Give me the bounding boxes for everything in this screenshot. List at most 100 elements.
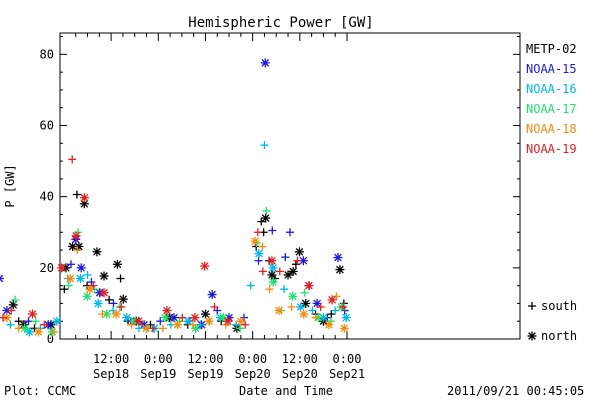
data-point-noaa-17: [160, 313, 170, 323]
legend-entry-noaa-18: NOAA-18: [526, 122, 577, 136]
data-point-noaa-18: [332, 292, 341, 301]
data-point-noaa-18: [50, 327, 59, 336]
data-point-noaa-19: [99, 288, 109, 298]
data-point-noaa-19: [40, 320, 49, 329]
data-point-metp-02: [257, 217, 266, 226]
data-point-metp-02: [72, 190, 81, 199]
data-point-noaa-16: [308, 306, 317, 315]
data-point-noaa-18: [339, 323, 349, 333]
data-point-noaa-19: [339, 302, 348, 311]
data-point-noaa-18: [65, 274, 75, 284]
data-point-noaa-15: [156, 317, 165, 326]
data-point-noaa-18: [287, 302, 296, 311]
x-axis-label: Date and Time: [239, 384, 333, 398]
chart-title: Hemispheric Power [GW]: [188, 15, 373, 31]
data-point-noaa-19: [178, 313, 187, 322]
data-point-metp-02: [271, 274, 280, 283]
data-point-noaa-18: [173, 320, 183, 330]
legend-entry-metp-02: METP-02: [526, 42, 577, 56]
data-point-noaa-19: [304, 281, 314, 291]
data-point-noaa-17: [11, 295, 20, 304]
data-point-noaa-17: [300, 288, 309, 297]
data-point-noaa-18: [221, 320, 230, 329]
plot-frame: [59, 32, 521, 340]
data-point-noaa-19: [117, 302, 126, 311]
data-point-noaa-18: [250, 236, 260, 246]
data-point-noaa-17: [64, 281, 73, 290]
data-point-metp-02: [105, 295, 114, 304]
x-tick-label-date: Sep21: [329, 367, 365, 381]
marker-legend: south north: [527, 299, 577, 343]
y-axis: 0 20 40 60 80: [40, 36, 520, 346]
marker-legend-south: south: [528, 299, 577, 313]
data-point-noaa-18: [258, 242, 267, 251]
data-point-noaa-16: [246, 281, 255, 290]
data-point-noaa-17: [31, 317, 40, 326]
data-point-noaa-15: [67, 260, 76, 269]
data-point-noaa-18: [141, 323, 151, 333]
data-point-noaa-18: [324, 320, 334, 330]
y-tick-label: 60: [40, 119, 54, 133]
data-point-metp-02: [261, 213, 271, 223]
y-tick-label: 0: [47, 332, 54, 346]
data-point-noaa-19: [148, 324, 157, 333]
x-tick-label-time: 12:00: [282, 352, 318, 366]
data-point-noaa-16: [341, 313, 351, 323]
x-tick-label-time: 0:00: [333, 352, 362, 366]
data-point-metp-02: [116, 274, 125, 283]
data-point-noaa-17: [268, 277, 278, 287]
data-point-metp-02: [60, 285, 69, 294]
data-point-noaa-19: [68, 155, 77, 164]
data-point-noaa-18: [274, 306, 284, 316]
data-point-noaa-19: [7, 306, 16, 315]
data-point-noaa-16: [196, 320, 205, 329]
data-point-noaa-19: [27, 309, 37, 319]
data-point-noaa-18: [265, 285, 274, 294]
data-point-noaa-15: [281, 253, 290, 262]
data-point-noaa-19: [241, 320, 250, 329]
data-point-noaa-19: [71, 231, 81, 241]
data-point-metp-02: [301, 298, 311, 308]
series-legend: METP-02 NOAA-15 NOAA-16 NOAA-17 NOAA-18 NOAA-…: [526, 42, 577, 156]
data-point-noaa-19: [293, 256, 302, 265]
data-point-noaa-16: [268, 263, 278, 273]
y-tick-label: 40: [40, 190, 54, 204]
data-point-noaa-19: [57, 263, 67, 273]
plot-timestamp: 2011/09/21 00:45:05: [447, 384, 585, 398]
data-point-noaa-16: [280, 285, 289, 294]
x-tick-label-date: Sep18: [93, 367, 129, 381]
data-point-metp-02: [118, 294, 128, 304]
data-point-noaa-18: [111, 309, 121, 319]
data-point-noaa-18: [188, 320, 197, 329]
data-point-noaa-16: [52, 316, 62, 326]
legend-entry-noaa-16: NOAA-16: [526, 82, 577, 96]
data-point-noaa-19: [210, 302, 219, 311]
data-point-noaa-17: [288, 291, 298, 301]
data-point-noaa-18: [204, 316, 214, 326]
data-point-noaa-18: [14, 324, 23, 333]
data-point-noaa-15: [286, 228, 294, 237]
data-point-noaa-19: [162, 306, 172, 316]
data-point-metp-02: [335, 265, 345, 275]
data-point-noaa-18: [98, 310, 107, 319]
data-point-noaa-19: [275, 267, 284, 276]
data-point-noaa-16: [122, 313, 132, 323]
data-point-noaa-19: [327, 295, 337, 305]
data-point-metp-02: [283, 270, 293, 280]
data-point-noaa-15: [87, 278, 96, 287]
data-point-noaa-18: [311, 313, 320, 322]
data-point-noaa-19: [200, 261, 210, 271]
data-point-noaa-17: [262, 206, 271, 215]
legend-entry-noaa-19: NOAA-19: [526, 142, 577, 156]
data-point-noaa-19: [190, 313, 200, 323]
data-point-noaa-18: [159, 324, 168, 333]
data-point-noaa-16: [6, 320, 15, 329]
data-point-noaa-15: [260, 58, 270, 68]
data-point-noaa-18: [33, 327, 43, 337]
data-point-noaa-15: [207, 290, 217, 300]
data-point-noaa-15: [76, 263, 86, 273]
data-point-noaa-16: [75, 274, 85, 284]
plot-credit: Plot: CCMC: [4, 384, 77, 398]
data-point-metp-02: [288, 266, 298, 276]
marker-legend-label: north: [541, 329, 577, 343]
